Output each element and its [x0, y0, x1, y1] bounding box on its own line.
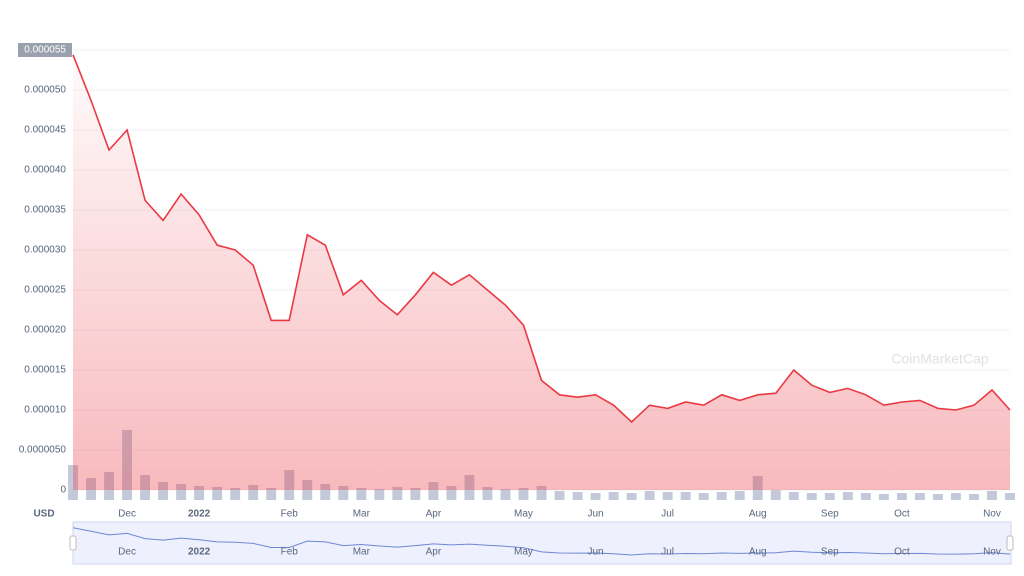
volume-bar: [878, 494, 889, 500]
navigator-label: Feb: [281, 547, 299, 558]
volume-bar: [644, 491, 655, 500]
x-tick-label: Feb: [281, 509, 299, 520]
volume-bar: [770, 490, 781, 500]
y-tick-label: 0.000040: [24, 165, 66, 176]
navigator-label: Aug: [749, 547, 767, 558]
volume-bar: [482, 487, 493, 500]
volume-bar: [536, 486, 547, 500]
x-tick-label: Jun: [587, 509, 603, 520]
volume-bar: [554, 491, 565, 500]
navigator-handle[interactable]: [1006, 535, 1014, 551]
currency-label: USD: [33, 509, 54, 520]
navigator-handle[interactable]: [69, 535, 77, 551]
x-tick-label: Apr: [426, 509, 442, 520]
volume-bar: [158, 482, 169, 500]
volume-bar: [338, 486, 349, 500]
x-tick-label: Aug: [749, 509, 767, 520]
x-tick-label: Nov: [983, 509, 1001, 520]
volume-bar: [680, 492, 691, 500]
y-tick-label: 0.000055: [24, 45, 66, 56]
volume-bar: [987, 491, 997, 500]
navigator-label: 2022: [188, 547, 211, 558]
volume-bar: [698, 493, 709, 500]
x-tick-label: Dec: [118, 509, 136, 520]
volume-bar: [572, 492, 583, 500]
volume-bar: [194, 486, 205, 500]
volume-bar: [176, 484, 187, 500]
navigator-label: Sep: [821, 547, 839, 558]
volume-bar: [374, 489, 385, 500]
volume-bar: [212, 487, 223, 500]
y-tick-label: 0.000025: [24, 285, 66, 296]
volume-bar: [896, 493, 907, 500]
volume-bar: [518, 488, 529, 500]
volume-bar: [500, 489, 511, 500]
volume-bar: [969, 494, 979, 500]
x-tick-label: Oct: [894, 509, 910, 520]
volume-bar: [266, 488, 277, 500]
navigator-label: Nov: [983, 547, 1001, 558]
navigator-line: [72, 527, 1011, 556]
x-tick-label: Mar: [353, 509, 371, 520]
y-tick-label: 0.000045: [24, 125, 66, 136]
volume-bar: [590, 493, 601, 500]
volume-bar: [842, 492, 853, 500]
navigator-label: Jul: [661, 547, 674, 558]
volume-bar: [806, 493, 817, 500]
navigator-label: Mar: [353, 547, 371, 558]
x-tick-label: 2022: [188, 509, 211, 520]
y-tick-label: 0.000010: [24, 405, 66, 416]
volume-bar: [230, 488, 241, 500]
navigator-label: Oct: [894, 547, 910, 558]
navigator-label: Jun: [587, 547, 603, 558]
y-tick-label: 0.000015: [24, 365, 66, 376]
volume-bar: [392, 487, 403, 500]
volume-bar: [248, 485, 259, 500]
volume-bar: [914, 493, 925, 500]
volume-bar: [950, 493, 961, 500]
x-tick-label: May: [514, 509, 533, 520]
volume-bar: [356, 488, 367, 500]
navigator-label: Dec: [118, 547, 136, 558]
volume-bar: [446, 486, 457, 500]
y-tick-label: 0.000030: [24, 245, 66, 256]
volume-bar: [410, 488, 421, 500]
navigator[interactable]: [72, 521, 1012, 565]
volume-bar: [716, 492, 727, 500]
volume-bar: [824, 493, 835, 500]
x-tick-label: Jul: [661, 509, 674, 520]
price-badge: [18, 43, 72, 57]
navigator-label: May: [514, 547, 533, 558]
volume-bar: [860, 493, 871, 500]
navigator-label: Apr: [426, 547, 442, 558]
volume-bar: [320, 484, 331, 500]
volume-bar: [932, 494, 943, 500]
x-tick-label: Sep: [821, 509, 839, 520]
y-tick-label: 0.000050: [24, 85, 66, 96]
volume-bar: [608, 492, 619, 500]
volume-bar: [626, 493, 637, 500]
y-tick-label: 0.0000050: [19, 445, 67, 456]
volume-bar: [734, 491, 745, 500]
y-tick-label: 0: [60, 485, 66, 496]
watermark: CoinMarketCap: [891, 351, 988, 367]
area-fill: [73, 54, 1010, 491]
volume-bar: [662, 492, 673, 500]
price-line: [72, 54, 1011, 424]
volume-bar: [788, 492, 799, 500]
volume-bar: [1005, 493, 1015, 500]
y-tick-label: 0.000020: [24, 325, 66, 336]
volume-bar: [428, 482, 439, 500]
y-tick-label: 0.000035: [24, 205, 66, 216]
